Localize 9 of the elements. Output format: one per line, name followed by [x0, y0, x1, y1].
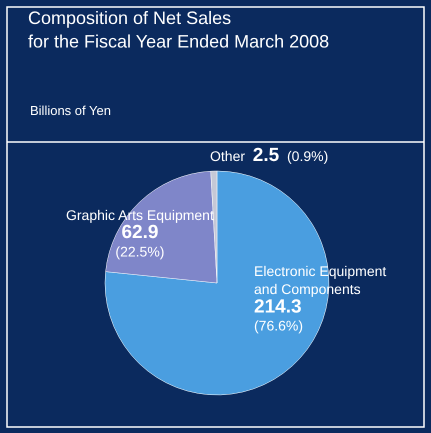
chart-subtitle: Billions of Yen [30, 103, 111, 118]
text: (76.6%) [254, 318, 304, 334]
chart-title: Composition of Net Sales for the Fiscal Year Ended March 2008 [28, 8, 330, 52]
data-label: 214.3 [254, 296, 302, 318]
data-label: 62.9 [121, 222, 158, 244]
slice-label: Other [210, 148, 246, 164]
data-label: 2.5 [252, 145, 280, 166]
text: (0.9%) [286, 148, 328, 164]
text: (22.5%) [115, 243, 164, 260]
